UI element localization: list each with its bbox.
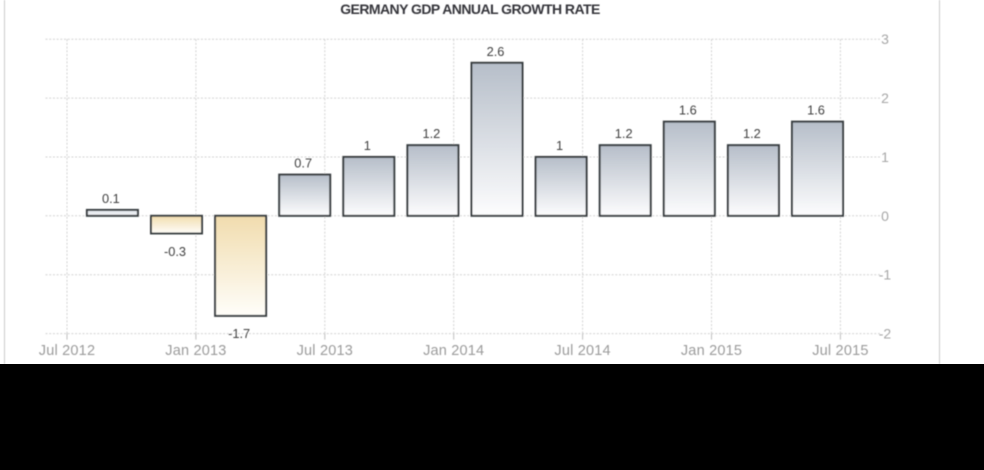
svg-text:1.2: 1.2 bbox=[743, 126, 761, 141]
svg-text:1: 1 bbox=[364, 138, 371, 153]
svg-text:1: 1 bbox=[556, 138, 563, 153]
svg-text:0.1: 0.1 bbox=[102, 191, 120, 206]
svg-text:1.2: 1.2 bbox=[423, 126, 441, 141]
svg-text:-1.7: -1.7 bbox=[228, 326, 250, 341]
svg-text:3: 3 bbox=[881, 31, 889, 47]
svg-text:1: 1 bbox=[881, 149, 889, 165]
svg-text:0.7: 0.7 bbox=[294, 156, 312, 171]
svg-text:Jul 2012: Jul 2012 bbox=[39, 343, 95, 359]
svg-text:0: 0 bbox=[881, 208, 889, 224]
svg-text:Jul 2015: Jul 2015 bbox=[812, 343, 868, 359]
svg-text:Jul 2014: Jul 2014 bbox=[554, 343, 610, 359]
svg-text:GERMANY GDP ANNUAL GROWTH RATE: GERMANY GDP ANNUAL GROWTH RATE bbox=[340, 1, 600, 17]
svg-text:Jan 2015: Jan 2015 bbox=[681, 343, 742, 359]
svg-text:2.6: 2.6 bbox=[487, 44, 505, 59]
svg-text:1.6: 1.6 bbox=[679, 103, 697, 118]
svg-text:-0.3: -0.3 bbox=[164, 244, 186, 259]
svg-text:Jul 2013: Jul 2013 bbox=[297, 343, 353, 359]
svg-text:1.2: 1.2 bbox=[615, 126, 633, 141]
svg-text:Jan 2013: Jan 2013 bbox=[165, 343, 226, 359]
svg-text:-2: -2 bbox=[879, 326, 892, 342]
svg-text:Jan 2014: Jan 2014 bbox=[423, 343, 484, 359]
svg-text:-1: -1 bbox=[879, 267, 892, 283]
svg-text:1.6: 1.6 bbox=[807, 103, 825, 118]
svg-text:2: 2 bbox=[881, 90, 889, 106]
